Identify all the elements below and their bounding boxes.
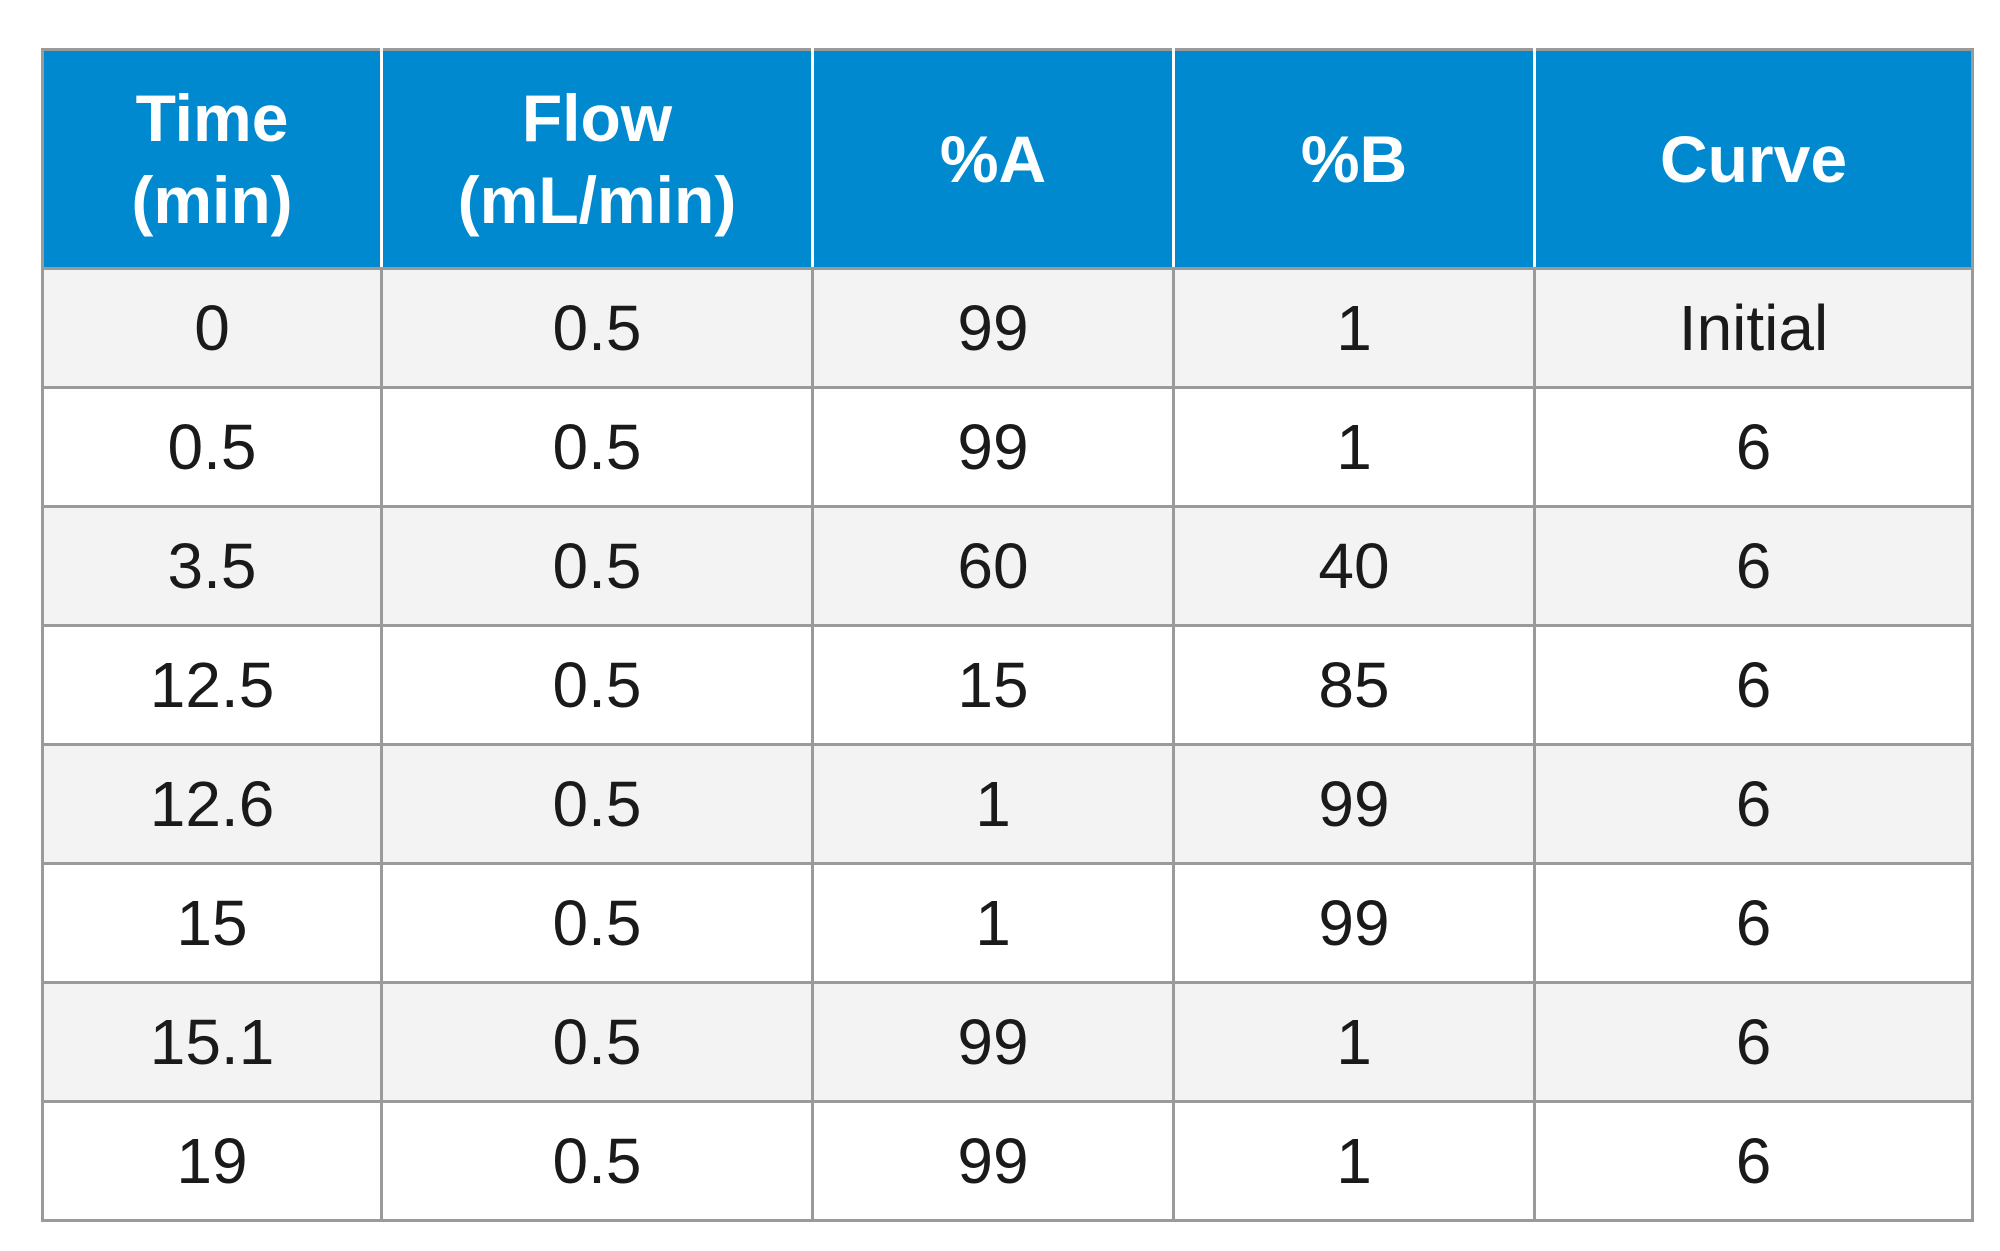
cell-time: 0: [41, 267, 383, 389]
cell-percent-b: 1: [1172, 981, 1536, 1103]
gradient-table-container: Time (min) Flow (mL/min) %A %B Curve: [41, 48, 1974, 1222]
table-row: 3.5 0.5 60 40 6: [41, 505, 1974, 627]
header-time-line1: Time: [135, 81, 289, 155]
cell-flow: 0.5: [380, 862, 814, 984]
header-curve-label: Curve: [1659, 122, 1848, 196]
cell-time: 15: [41, 862, 383, 984]
cell-percent-b: 99: [1172, 862, 1536, 984]
header-flow-line1: Flow: [521, 81, 673, 155]
header-flow-line2: (mL/min): [457, 163, 737, 237]
cell-percent-a: 99: [811, 267, 1175, 389]
header-curve: Curve: [1533, 48, 1974, 270]
header-time-line2: (min): [131, 163, 293, 237]
cell-curve: 6: [1533, 981, 1974, 1103]
cell-time: 3.5: [41, 505, 383, 627]
cell-flow: 0.5: [380, 267, 814, 389]
header-percent-a-label: %A: [939, 122, 1047, 196]
cell-flow: 0.5: [380, 1100, 814, 1222]
cell-percent-a: 60: [811, 505, 1175, 627]
table-row: 0 0.5 99 1 Initial: [41, 267, 1974, 389]
header-percent-b-label: %B: [1300, 122, 1408, 196]
header-percent-b: %B: [1172, 48, 1536, 270]
cell-percent-b: 1: [1172, 1100, 1536, 1222]
table-row: 0.5 0.5 99 1 6: [41, 386, 1974, 508]
cell-curve: 6: [1533, 386, 1974, 508]
cell-curve: 6: [1533, 1100, 1974, 1222]
header-percent-a: %A: [811, 48, 1175, 270]
cell-time: 12.6: [41, 743, 383, 865]
header-row: Time (min) Flow (mL/min) %A %B Curve: [41, 48, 1974, 270]
cell-time: 12.5: [41, 624, 383, 746]
cell-percent-a: 15: [811, 624, 1175, 746]
header-time: Time (min): [41, 48, 383, 270]
cell-curve: 6: [1533, 624, 1974, 746]
cell-curve: Initial: [1533, 267, 1974, 389]
cell-flow: 0.5: [380, 624, 814, 746]
cell-curve: 6: [1533, 743, 1974, 865]
cell-time: 0.5: [41, 386, 383, 508]
cell-percent-a: 99: [811, 386, 1175, 508]
gradient-table: Time (min) Flow (mL/min) %A %B Curve: [41, 48, 1974, 1222]
table-row: 12.5 0.5 15 85 6: [41, 624, 1974, 746]
cell-percent-b: 1: [1172, 386, 1536, 508]
header-flow: Flow (mL/min): [380, 48, 814, 270]
cell-percent-a: 99: [811, 981, 1175, 1103]
table-row: 19 0.5 99 1 6: [41, 1100, 1974, 1222]
cell-curve: 6: [1533, 862, 1974, 984]
table-row: 15 0.5 1 99 6: [41, 862, 1974, 984]
table-header: Time (min) Flow (mL/min) %A %B Curve: [41, 48, 1974, 270]
cell-curve: 6: [1533, 505, 1974, 627]
cell-flow: 0.5: [380, 505, 814, 627]
table-row: 12.6 0.5 1 99 6: [41, 743, 1974, 865]
cell-percent-b: 1: [1172, 267, 1536, 389]
cell-time: 19: [41, 1100, 383, 1222]
cell-time: 15.1: [41, 981, 383, 1103]
cell-percent-b: 99: [1172, 743, 1536, 865]
cell-percent-b: 85: [1172, 624, 1536, 746]
cell-flow: 0.5: [380, 386, 814, 508]
cell-flow: 0.5: [380, 981, 814, 1103]
table-body: 0 0.5 99 1 Initial 0.5 0.5 99 1 6 3.5 0.…: [41, 267, 1974, 1222]
table-row: 15.1 0.5 99 1 6: [41, 981, 1974, 1103]
cell-percent-a: 99: [811, 1100, 1175, 1222]
cell-percent-a: 1: [811, 862, 1175, 984]
cell-percent-a: 1: [811, 743, 1175, 865]
cell-flow: 0.5: [380, 743, 814, 865]
cell-percent-b: 40: [1172, 505, 1536, 627]
